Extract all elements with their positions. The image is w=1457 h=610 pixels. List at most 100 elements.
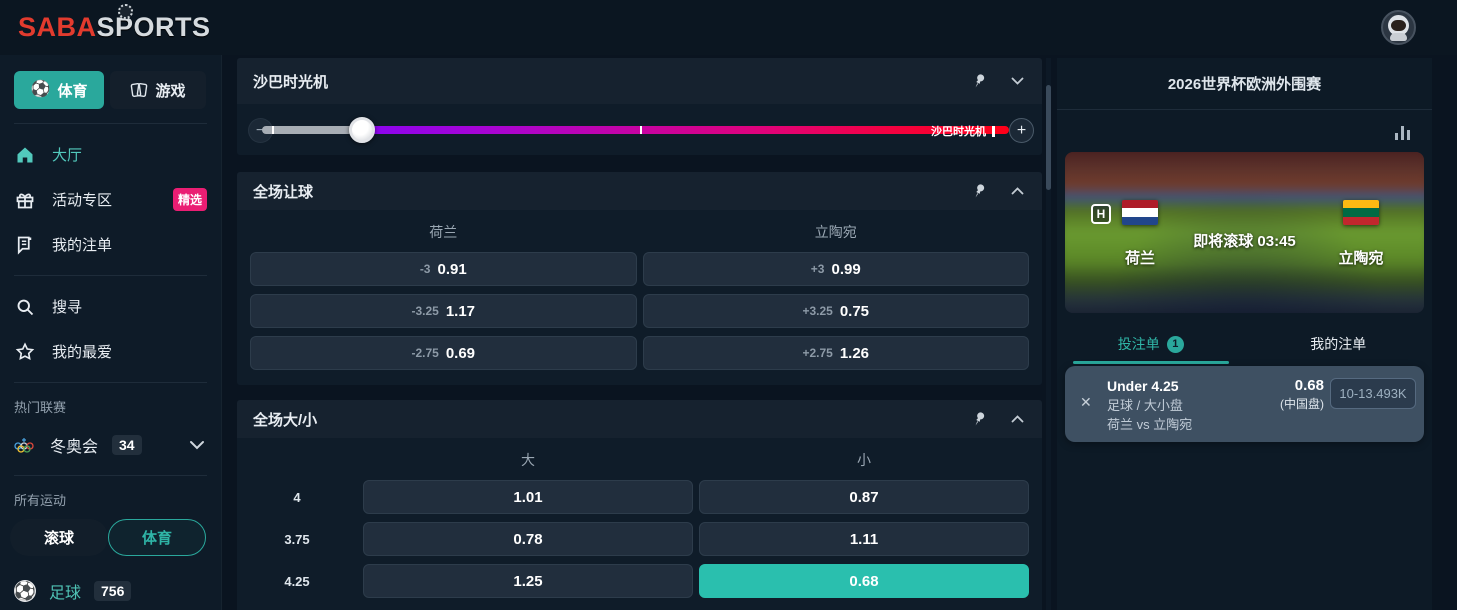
over-under-panel: 全场大/小 大 小 4 1.01 [237, 400, 1042, 610]
handicap-line: -3 [419, 262, 431, 276]
chevron-up-icon[interactable] [1008, 182, 1026, 200]
time-machine-body: − 沙巴时光机 + [237, 104, 1042, 155]
sidebar-item-label: 活动专区 [52, 192, 113, 209]
chevron-down-icon[interactable] [1008, 72, 1026, 90]
under-column-label: 小 [857, 452, 871, 468]
football-icon: ⚽ [13, 580, 37, 602]
over-under-header: 全场大/小 [237, 400, 1042, 438]
featured-badge: 精选 [172, 188, 207, 211]
close-icon[interactable]: ✕ [1080, 394, 1092, 410]
bet-market: 足球 / 大小盘 [1107, 398, 1183, 413]
logo-emblem-icon [118, 4, 133, 19]
odds-button-home[interactable]: -3 0.91 [250, 252, 637, 286]
over-under-row: 4.25 1.25 0.68 [237, 564, 1042, 598]
league-count-badge: 34 [112, 434, 142, 455]
slider-tick-mid [640, 126, 642, 134]
odds-value: 0.99 [831, 260, 861, 278]
panel-title: 沙巴时光机 [253, 73, 329, 91]
line-label: 4.25 [284, 573, 310, 589]
odds-value: 0.78 [513, 530, 543, 548]
sidebar-item-my-bets[interactable]: 我的注单 [0, 222, 221, 267]
toggle-sports-label: 体育 [141, 530, 172, 547]
match-status-text: 即将滚球 03:45 [1193, 233, 1296, 250]
odds-button-home[interactable]: -2.75 0.69 [250, 336, 637, 370]
odds-button-under[interactable]: 1.11 [699, 522, 1029, 556]
match-betslip-panel: 2026世界杯欧洲外围赛 H 即将滚球 03:45 荷兰 立陶宛 投注单 1 我… [1057, 58, 1432, 610]
slider-handle[interactable] [349, 117, 375, 143]
odds-button-home[interactable]: -3.25 1.17 [250, 294, 637, 328]
betslip-tabs: 投注单 1 我的注单 [1057, 326, 1433, 364]
odds-button-away[interactable]: +3 0.99 [642, 252, 1029, 286]
stake-input[interactable]: 10-13.493K [1330, 378, 1416, 409]
sport-label: 足球 [49, 585, 82, 602]
tab-sports[interactable]: ⚽ 体育 [14, 71, 104, 109]
slider-plus-button[interactable]: + [1009, 118, 1034, 143]
bet-receipt-icon [14, 234, 36, 256]
sidebar: ⚽ 体育 游戏 大厅 活动专区 精选 我的注单 搜寻 [0, 55, 222, 610]
toggle-live-label: 滚球 [43, 530, 74, 547]
handicap-header: 全场让球 [237, 172, 1042, 210]
pin-icon[interactable] [970, 410, 988, 428]
handicap-home-team: 荷兰 [429, 224, 458, 240]
tab-games[interactable]: 游戏 [110, 71, 206, 109]
toggle-live[interactable]: 滚球 [10, 519, 108, 556]
handicap-away-team: 立陶宛 [814, 224, 857, 240]
main-scrollbar-thumb[interactable] [1046, 85, 1051, 190]
sports-ball-icon: ⚽ [30, 81, 51, 98]
handicap-panel: 全场让球 荷兰 立陶宛 -3 0.91 +3 [237, 172, 1042, 385]
slider-tick-start [272, 126, 274, 134]
stats-bars-icon[interactable] [1395, 126, 1410, 140]
odds-button-over[interactable]: 1.01 [363, 480, 693, 514]
saba-sports-logo[interactable]: SABASPORTS [18, 4, 211, 43]
netherlands-flag-icon [1122, 200, 1158, 225]
pin-icon[interactable] [970, 182, 988, 200]
odds-button-over[interactable]: 1.25 [363, 564, 693, 598]
sidebar-item-lobby[interactable]: 大厅 [0, 132, 221, 177]
tab-betslip[interactable]: 投注单 1 [1057, 326, 1245, 364]
odds-value: 0.87 [849, 488, 879, 506]
odds-button-over[interactable]: 0.78 [363, 522, 693, 556]
toggle-sports[interactable]: 体育 [108, 519, 206, 556]
time-machine-slider[interactable]: 沙巴时光机 [262, 117, 1009, 143]
sidebar-item-search[interactable]: 搜寻 [0, 284, 221, 329]
panel-title: 全场大/小 [253, 411, 318, 429]
home-team-name: 荷兰 [1124, 250, 1155, 267]
search-icon [14, 296, 36, 318]
main-markets-column: 沙巴时光机 − 沙巴时光机 [237, 58, 1042, 610]
top-bar: SABASPORTS [0, 0, 1457, 55]
logo-saba-text: SABA [18, 12, 97, 42]
chevron-up-icon[interactable] [1008, 410, 1026, 428]
logo-sports-text: SPORTS [96, 12, 211, 42]
match-preview-card[interactable]: H 即将滚球 03:45 荷兰 立陶宛 [1065, 152, 1424, 313]
astronaut-avatar[interactable] [1381, 10, 1416, 45]
chevron-down-icon[interactable] [189, 440, 205, 450]
odds-button-away[interactable]: +3.25 0.75 [642, 294, 1029, 328]
lithuania-flag-icon [1343, 200, 1379, 225]
sidebar-item-promotions[interactable]: 活动专区 精选 [0, 177, 221, 222]
sidebar-item-label: 我的最爱 [52, 344, 113, 361]
sidebar-item-favorites[interactable]: 我的最爱 [0, 329, 221, 374]
odds-value: 0.69 [445, 344, 476, 362]
main-scrollbar-track[interactable] [1046, 58, 1051, 610]
tab-my-bets[interactable]: 我的注单 [1245, 326, 1433, 362]
league-row-winter-olympics[interactable]: 冬奥会 34 [0, 422, 221, 467]
slider-end-label: 沙巴时光机 [931, 123, 995, 139]
slider-track-gradient [362, 126, 1009, 134]
tab-my-bets-label: 我的注单 [1310, 336, 1367, 352]
odds-value: 1.26 [839, 344, 870, 362]
sport-row-football[interactable]: ⚽ 足球 756 [0, 570, 221, 610]
over-under-row: 4 1.01 0.87 [237, 480, 1042, 514]
handicap-row: -2.75 0.69 +2.75 1.26 [237, 336, 1042, 370]
odds-value: 1.11 [849, 530, 879, 548]
bet-odds-type: (中国盘) [1280, 397, 1324, 411]
sidebar-tabs: ⚽ 体育 游戏 [14, 71, 213, 109]
pin-icon[interactable] [970, 72, 988, 90]
sidebar-divider [14, 275, 207, 276]
sidebar-divider [14, 475, 207, 476]
odds-button-under-selected[interactable]: 0.68 [699, 564, 1029, 598]
odds-button-away[interactable]: +2.75 1.26 [642, 336, 1029, 370]
odds-button-under[interactable]: 0.87 [699, 480, 1029, 514]
over-column-label: 大 [521, 452, 535, 468]
line-label: 4 [293, 489, 301, 505]
away-team-name: 立陶宛 [1338, 250, 1384, 267]
